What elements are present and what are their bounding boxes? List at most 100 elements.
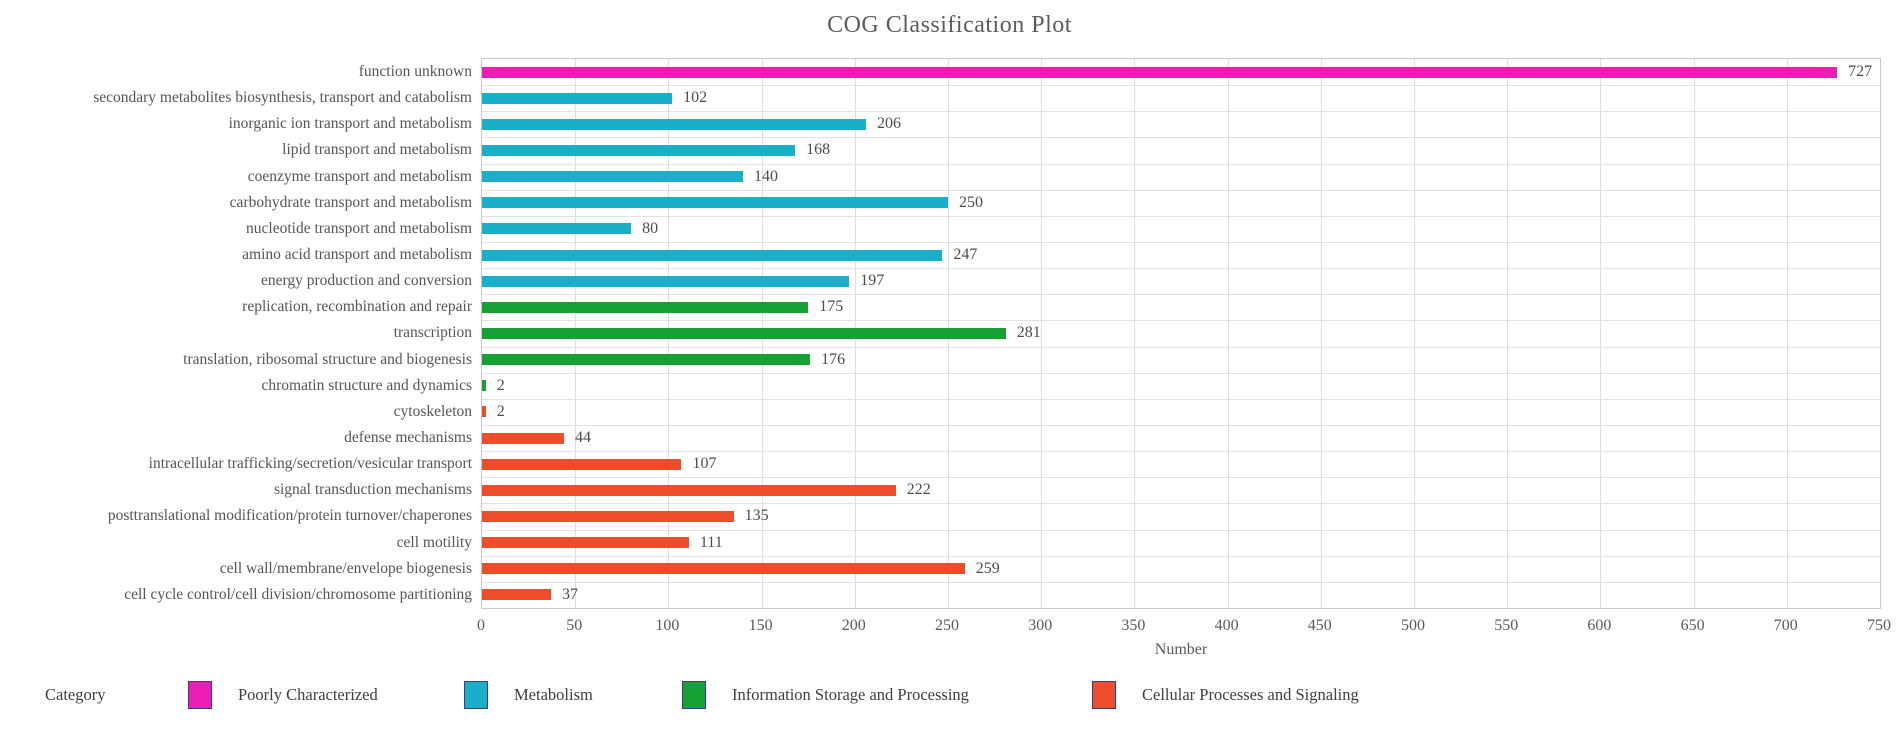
gridline-vertical: [1693, 59, 1695, 608]
bar-value-label: 281: [1016, 324, 1041, 342]
bar-value-label: 80: [642, 219, 659, 237]
bar: [482, 432, 565, 444]
gridline-vertical: [1786, 59, 1788, 608]
x-tick-label: 550: [1494, 617, 1519, 634]
gridline-horizontal: [482, 137, 1880, 139]
bar: [482, 511, 734, 522]
legend: Category Poorly Characterized Metabolism I…: [0, 676, 1899, 714]
bar: [482, 563, 965, 575]
category-label: chromatin structure and dynamics: [261, 376, 472, 394]
category-label: function unknown: [358, 63, 472, 80]
category-label: intracellular trafficking/secretion/vesi…: [148, 455, 472, 473]
gridline-horizontal: [482, 85, 1880, 87]
x-tick-label: 600: [1587, 617, 1612, 634]
category-label: amino acid transport and metabolism: [242, 246, 472, 263]
bar-value-label: 168: [806, 141, 831, 159]
category-label: inorganic ion transport and metabolism: [228, 115, 472, 133]
legend-item: Information Storage and Processing: [682, 676, 969, 714]
x-tick-label: 400: [1214, 617, 1239, 634]
x-tick-label: 300: [1028, 617, 1053, 634]
category-label: translation, ribosomal structure and bio…: [183, 350, 472, 368]
category-label: carbohydrate transport and metabolism: [229, 193, 472, 211]
gridline-horizontal: [482, 451, 1880, 453]
legend-item: Cellular Processes and Signaling: [1092, 676, 1359, 714]
bar: [482, 197, 948, 209]
bar-value-label: 111: [699, 533, 723, 551]
x-tick-label: 200: [841, 617, 866, 634]
bar: [482, 223, 632, 235]
bar: [482, 406, 486, 418]
legend-label: Cellular Processes and Signaling: [1142, 685, 1359, 704]
gridline-horizontal: [482, 215, 1880, 217]
bar-value-label: 102: [683, 89, 708, 107]
category-label: posttranslational modification/protein t…: [107, 507, 472, 525]
x-tick-label: 650: [1680, 617, 1705, 634]
x-tick-label: 350: [1121, 617, 1146, 634]
bar: [482, 354, 811, 366]
gridline-vertical: [1041, 59, 1043, 608]
category-label: energy production and conversion: [260, 272, 472, 290]
gridline-horizontal: [482, 346, 1880, 348]
legend-item: Metabolism: [464, 676, 593, 714]
bar: [482, 118, 866, 130]
category-label: defense mechanisms: [344, 429, 472, 446]
bar: [482, 484, 896, 496]
category-label: coenzyme transport and metabolism: [247, 167, 472, 185]
bar-value-label: 727: [1848, 63, 1873, 80]
x-tick-label: 50: [566, 617, 583, 634]
x-tick-label: 750: [1867, 617, 1891, 634]
bar-value-label: 222: [906, 481, 931, 499]
bar-value-label: 140: [753, 167, 778, 185]
gridline-horizontal: [482, 111, 1880, 113]
legend-label: Poorly Characterized: [238, 685, 378, 704]
bar-value-label: 197: [860, 272, 885, 290]
bar: [482, 92, 673, 104]
bar: [482, 275, 850, 287]
x-tick-label: 100: [655, 617, 680, 634]
bar-value-label: 2: [496, 376, 505, 394]
gridline-horizontal: [482, 268, 1880, 270]
bar-value-label: 176: [821, 350, 846, 368]
gridline-horizontal: [482, 555, 1880, 557]
x-tick-label: 450: [1307, 617, 1332, 634]
gridline-vertical: [1227, 59, 1229, 608]
category-label: transcription: [393, 324, 472, 342]
bar: [482, 380, 486, 392]
bar: [482, 328, 1006, 339]
gridline-horizontal: [482, 398, 1880, 400]
legend-label: Metabolism: [514, 685, 593, 704]
x-axis-title: Number: [1154, 641, 1208, 658]
x-tick-label: 700: [1773, 617, 1798, 634]
gridline-horizontal: [482, 529, 1880, 531]
bar: [482, 537, 689, 549]
bar-value-label: 2: [496, 402, 505, 420]
legend-swatch: [682, 681, 706, 709]
legend-item: Poorly Characterized: [188, 676, 378, 714]
bar-value-label: 206: [876, 115, 901, 133]
legend-swatch: [1092, 681, 1116, 709]
gridline-vertical: [1600, 59, 1602, 608]
bar-value-label: 107: [692, 455, 717, 473]
gridline-horizontal: [482, 320, 1880, 322]
gridline-horizontal: [482, 163, 1880, 165]
bar: [482, 171, 743, 183]
bar-value-label: 259: [975, 559, 1000, 577]
x-tick-label: 150: [748, 617, 773, 634]
category-label: replication, recombination and repair: [242, 298, 472, 316]
gridline-horizontal: [482, 425, 1880, 426]
bar: [482, 66, 1838, 78]
bar: [482, 458, 682, 470]
gridline-horizontal: [482, 503, 1880, 505]
category-label: cell cycle control/cell division/chromos…: [124, 585, 472, 603]
legend-label: Information Storage and Processing: [732, 685, 969, 704]
category-label: signal transduction mechanisms: [273, 481, 472, 499]
x-tick-label: 250: [935, 617, 959, 634]
bar-value-label: 175: [819, 298, 844, 316]
gridline-vertical: [1414, 59, 1415, 608]
gridline-vertical: [1134, 59, 1136, 608]
category-label: nucleotide transport and metabolism: [246, 219, 472, 237]
gridline-horizontal: [482, 372, 1880, 374]
gridline-horizontal: [482, 189, 1880, 191]
legend-swatch: [464, 681, 488, 709]
